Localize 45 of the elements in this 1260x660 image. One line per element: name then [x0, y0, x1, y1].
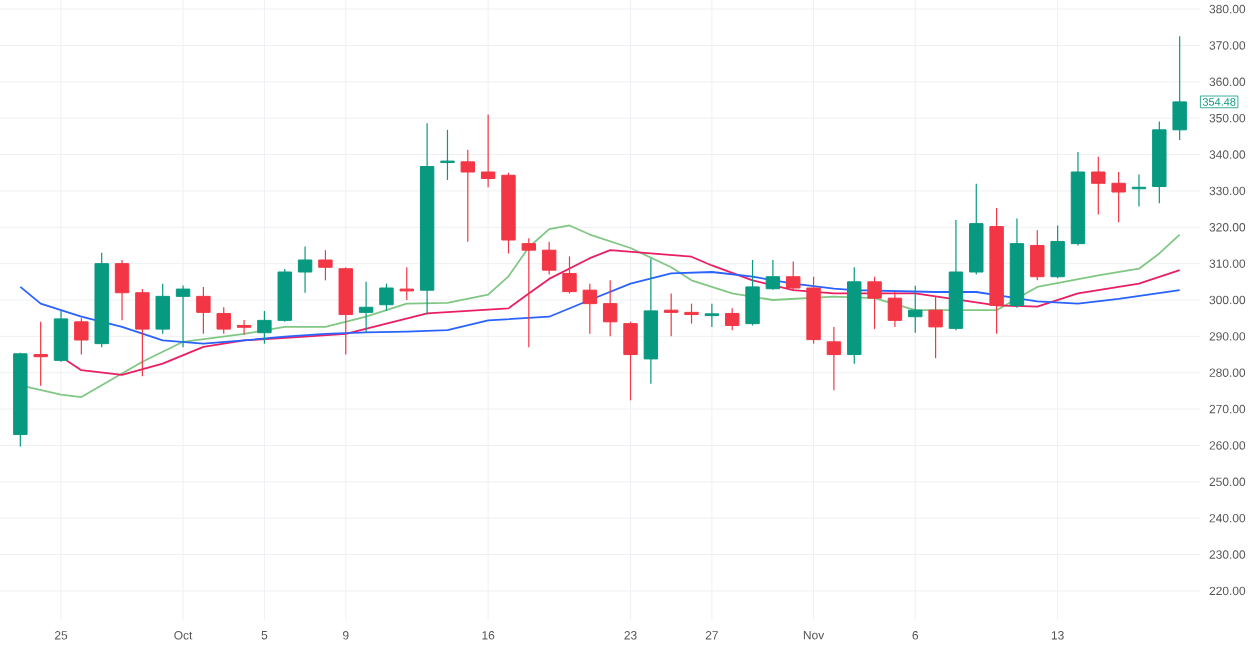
candlestick [399, 266, 414, 301]
candlestick [1050, 224, 1065, 279]
candlestick [623, 321, 638, 401]
candlestick [135, 288, 150, 377]
candlestick [155, 283, 170, 335]
candlestick [1030, 229, 1045, 281]
candlestick [786, 260, 801, 291]
candlestick [663, 292, 679, 337]
candlestick [440, 129, 455, 181]
candlestick [216, 306, 231, 335]
candlestick [318, 249, 333, 281]
candlestick [745, 259, 760, 327]
candlestick [196, 286, 211, 335]
candlestick [908, 285, 923, 334]
candlestick [358, 281, 374, 334]
candlestick [175, 284, 191, 348]
candlestick [1091, 156, 1106, 216]
candlestick [338, 266, 353, 356]
candlestick [643, 257, 659, 385]
candlestick [480, 113, 496, 188]
candlestick [257, 310, 272, 345]
candlestick [1172, 35, 1187, 141]
candlestick [114, 259, 130, 321]
line-series [19, 271, 1181, 345]
candlestick [33, 321, 48, 387]
candlestick [684, 303, 699, 325]
candlestick [74, 317, 89, 356]
candlestick [724, 307, 740, 331]
candlestick [602, 279, 618, 337]
candlestick [704, 303, 720, 328]
candlestick [379, 283, 394, 312]
candlestick [53, 310, 69, 363]
candlestick [928, 295, 943, 359]
candlestick [1111, 171, 1126, 223]
candlestick [765, 259, 781, 291]
candlestick [867, 276, 882, 330]
candlestick [887, 291, 903, 328]
candlestick [236, 319, 252, 336]
candlestick [582, 283, 598, 335]
candlestick [521, 237, 537, 348]
candlestick [297, 245, 313, 294]
candlestick [562, 255, 577, 295]
candlestick [460, 149, 476, 243]
candlestick [541, 241, 557, 276]
candlestick [826, 326, 842, 391]
